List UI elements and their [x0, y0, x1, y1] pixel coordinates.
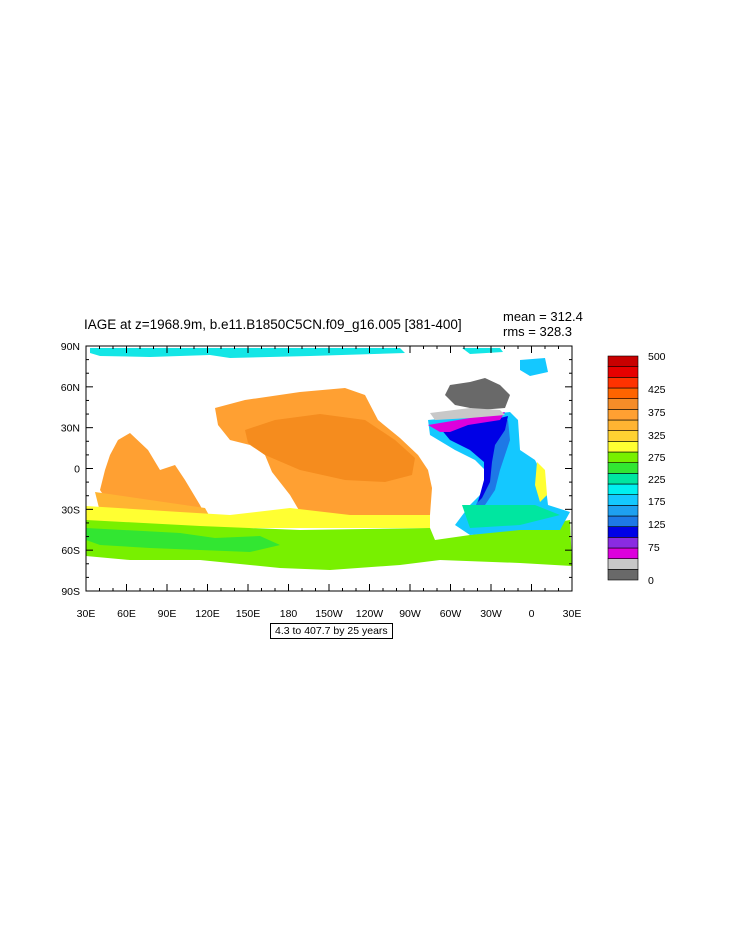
colorbar-swatch: [607, 483, 639, 495]
lon-tick-label: 30W: [480, 608, 502, 620]
latitude-ticks: 90N 60N 30N 0 30S 60S 90S: [61, 341, 572, 598]
colorbar-label: 375: [648, 407, 666, 419]
lon-tick-label: 30E: [563, 608, 582, 620]
lat-tick-label: 60S: [61, 545, 80, 557]
pacific-old-water-region: [245, 414, 415, 482]
colorbar-swatch: [607, 409, 639, 421]
colorbar-swatch: [607, 355, 639, 367]
colorbar-swatch: [607, 441, 639, 453]
colorbar-label: 275: [648, 452, 666, 464]
colorbar-swatch: [607, 366, 639, 378]
colorbar-swatch: [607, 558, 639, 570]
lon-tick-label: 120W: [356, 608, 384, 620]
arctic-ocean-region: [520, 358, 548, 376]
lat-tick-label: 90N: [61, 341, 80, 353]
mean-label: mean =: [503, 309, 551, 324]
colorbar-swatch: [607, 387, 639, 399]
colorbar-label: 425: [648, 384, 666, 396]
lon-tick-label: 180: [280, 608, 298, 620]
lat-tick-label: 0: [74, 464, 80, 476]
colorbar-swatch: [607, 569, 639, 581]
colorbar-swatch: [607, 430, 639, 442]
colorbar-label: 225: [648, 474, 666, 486]
colorbar-label: 125: [648, 519, 666, 531]
ocean-field: [86, 346, 572, 591]
rms-stat: rms = 328.3: [503, 324, 572, 339]
lat-tick-label: 60N: [61, 382, 80, 394]
colorbar-swatch: [607, 377, 639, 389]
lat-tick-label: 90S: [61, 586, 80, 598]
lon-tick-label: 60E: [117, 608, 136, 620]
plot-title: IAGE at z=1968.9m, b.e11.B1850C5CN.f09_g…: [84, 317, 462, 332]
colorbar-label: 0: [648, 575, 654, 587]
colorbar-swatch: [607, 515, 639, 527]
nadw-edge-region: [428, 412, 505, 432]
lon-tick-label: 150E: [236, 608, 261, 620]
colorbar-swatch: [607, 547, 639, 559]
colorbar-swatch: [607, 462, 639, 474]
colorbar-label: 175: [648, 496, 666, 508]
rms-label: rms =: [503, 324, 540, 339]
colorbar-label: 325: [648, 430, 666, 442]
colorbar-swatch: [607, 419, 639, 431]
lon-tick-label: 90W: [399, 608, 421, 620]
colorbar-swatch: [607, 473, 639, 485]
southern-ocean-region: [86, 520, 572, 570]
atlantic-ocean-region: [535, 462, 547, 502]
lon-tick-label: 0: [529, 608, 535, 620]
colorbar-swatch: [607, 451, 639, 463]
arctic-ocean-region: [462, 348, 503, 354]
greenland-sea-region: [430, 408, 505, 420]
colorbar-label: 75: [648, 542, 660, 554]
lat-tick-label: 30N: [61, 423, 80, 435]
greenland-sea-region: [445, 378, 510, 410]
lon-tick-label: 90E: [158, 608, 177, 620]
southern-ocean-region: [86, 528, 280, 552]
indian-ocean-region: [100, 433, 205, 515]
longitude-ticks: 30E 60E 90E 120E 150E 180 150W 120W 90W 60W 30W 0 30…: [77, 346, 582, 620]
colorbar-swatch: [607, 526, 639, 538]
colorbar: 500 425 375 325 275 225 175 125 75 0: [607, 351, 666, 587]
southern-ocean-region: [86, 506, 430, 528]
lon-tick-label: 30E: [77, 608, 96, 620]
lon-tick-label: 150W: [315, 608, 343, 620]
mean-stat: mean = 312.4: [503, 309, 583, 324]
lon-tick-label: 60W: [440, 608, 462, 620]
colorbar-swatch: [607, 537, 639, 549]
colorbar-swatch: [607, 505, 639, 517]
nadw-core-region: [440, 416, 508, 502]
colorbar-swatch: [607, 494, 639, 506]
atlantic-ocean-region: [462, 505, 560, 528]
lat-tick-label: 30S: [61, 504, 80, 516]
colorbar-swatch: [607, 398, 639, 410]
lon-tick-label: 120E: [195, 608, 220, 620]
mean-value: 312.4: [550, 309, 583, 324]
contour-caption: 4.3 to 407.7 by 25 years: [270, 623, 393, 639]
rms-value: 328.3: [539, 324, 573, 339]
colorbar-label: 500: [648, 351, 666, 363]
